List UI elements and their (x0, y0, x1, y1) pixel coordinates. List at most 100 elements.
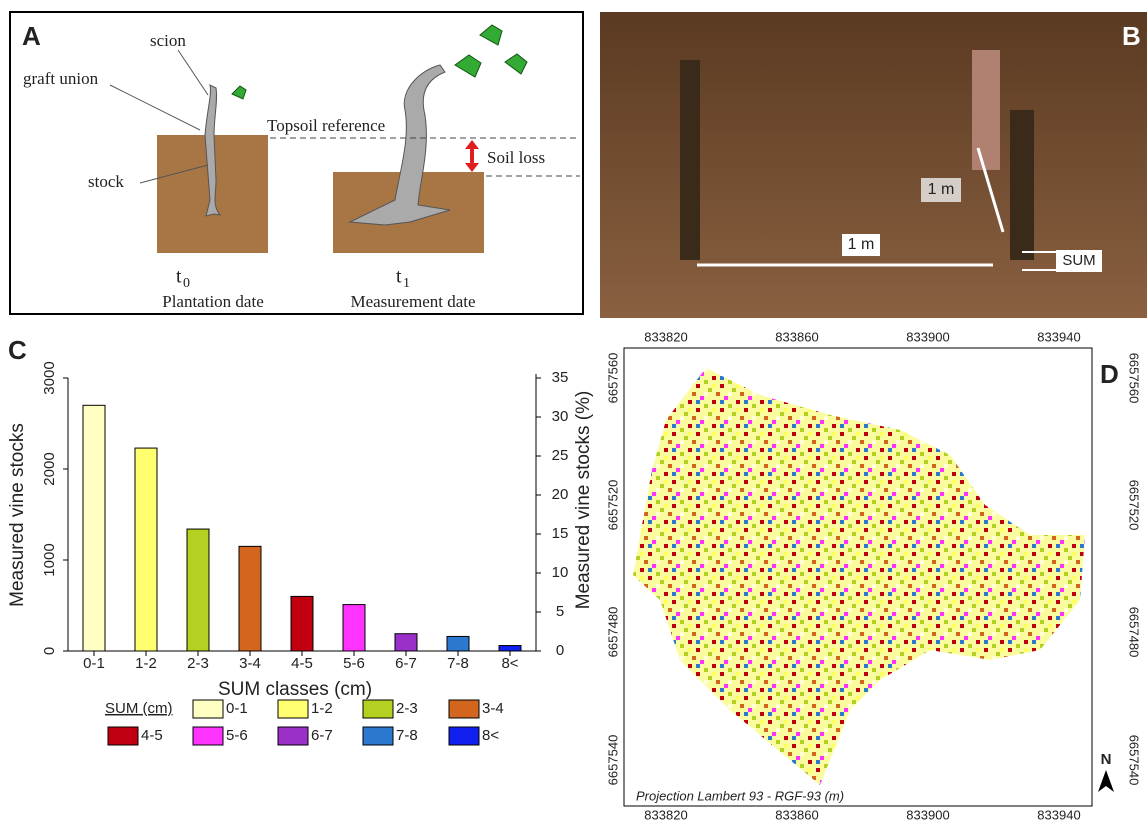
vineyard-map (633, 368, 1085, 785)
legend-label: 5-6 (226, 727, 248, 744)
legend-swatch (448, 699, 480, 719)
legend-swatch (192, 726, 224, 746)
y-axis-title: Measured vine stocks (7, 423, 28, 607)
bar (498, 645, 522, 652)
x-tick-label: 7-8 (447, 655, 469, 672)
scale-label: 1 m (848, 236, 875, 253)
map-x-tick-label: 833940 (1037, 807, 1080, 822)
x-tick-label: 0-1 (83, 655, 105, 672)
soil-loss-arrow (465, 140, 479, 172)
map-x-tick-label: 833860 (775, 807, 818, 822)
bar (446, 635, 470, 652)
legend-label: 0-1 (226, 700, 248, 717)
legend-swatch (362, 726, 394, 746)
label-box (921, 178, 961, 202)
map-y-tick-label: 6657560 (1127, 353, 1142, 404)
map-x-tick-label: 833940 (1037, 329, 1080, 344)
label-soil-loss: Soil loss (487, 148, 545, 167)
map-x-tick-label: 833860 (775, 329, 818, 344)
legend-label: 8< (482, 727, 499, 744)
legend-label: 4-5 (141, 727, 163, 744)
y2-tick-label: 30 (552, 408, 569, 425)
scale-label: 1 m (928, 181, 955, 198)
label-graft-union: graft union (23, 69, 99, 88)
time-caption: Measurement date (350, 292, 475, 311)
scale-line (976, 147, 1005, 233)
x-tick-label: 1-2 (135, 655, 157, 672)
panel-letter: A (22, 21, 41, 51)
legend-swatch (277, 699, 309, 719)
bar (290, 595, 314, 652)
y2-tick-label: 15 (552, 525, 569, 542)
leader (109, 84, 201, 131)
label-box (1056, 250, 1102, 272)
map-y-tick-label: 6657480 (605, 607, 620, 658)
bar (342, 604, 366, 652)
map-x-tick-label: 833820 (644, 329, 687, 344)
time-label: t (396, 266, 402, 288)
panel-frame (9, 11, 584, 315)
panel-letter: B (1122, 21, 1141, 51)
leaf (231, 85, 247, 100)
time-sub: 1 (403, 276, 410, 291)
legend-swatch (107, 726, 139, 746)
time-caption: Plantation date (162, 292, 264, 311)
map-x-tick-label: 833900 (906, 329, 949, 344)
vine-old (348, 64, 451, 226)
bar (238, 545, 262, 652)
map-y-tick-label: 6657480 (1127, 607, 1142, 658)
leaves (454, 24, 528, 78)
leader (139, 164, 209, 184)
legend-label: 3-4 (482, 700, 504, 717)
legend-swatch (362, 699, 394, 719)
post (972, 50, 1000, 170)
label-box (842, 234, 880, 256)
legend-swatch (448, 726, 480, 746)
legend-label: 7-8 (396, 727, 418, 744)
bar (394, 633, 418, 652)
map-y-tick-label: 6657540 (605, 735, 620, 786)
x-tick-label: 4-5 (291, 655, 313, 672)
label-scion: scion (150, 31, 186, 50)
y-tick-label: 1000 (41, 543, 58, 576)
north-arrow (1098, 770, 1114, 792)
y2-tick-label: 25 (552, 447, 569, 464)
y-tick-label: 3000 (41, 361, 58, 394)
legend-swatch (192, 699, 224, 719)
time-sub: 0 (183, 276, 190, 291)
projection-label: Projection Lambert 93 - RGF-93 (m) (636, 788, 844, 803)
panel-d: D Projection Lambert 93 - RGF-93 (m) N 8… (605, 329, 1141, 822)
map-x-tick-label: 833900 (906, 807, 949, 822)
legend-title: SUM (cm) (105, 700, 173, 717)
vine-young (204, 84, 222, 217)
x-axis-title: SUM classes (cm) (218, 679, 372, 700)
map-y-tick-label: 6657520 (605, 480, 620, 531)
legend-label: 1-2 (311, 700, 333, 717)
x-tick-label: 6-7 (395, 655, 417, 672)
panel-letter: D (1100, 359, 1119, 389)
y2-tick-label: 35 (552, 369, 569, 386)
map-x-tick-label: 833820 (644, 807, 687, 822)
vine-trunk (1010, 110, 1034, 260)
legend-swatch (277, 726, 309, 746)
x-tick-label: 8< (501, 655, 518, 672)
panel-b: B 1 m 1 m SUM (600, 12, 1147, 318)
x-tick-label: 5-6 (343, 655, 365, 672)
x-tick-label: 3-4 (239, 655, 261, 672)
label-topsoil: Topsoil reference (267, 116, 385, 135)
y2-axis-title: Measured vine stocks (%) (573, 391, 594, 610)
legend-label: 6-7 (311, 727, 333, 744)
panel-letter: C (8, 335, 27, 365)
y-tick-label: 0 (41, 647, 58, 655)
north-label: N (1101, 751, 1112, 768)
legend-label: 2-3 (396, 700, 418, 717)
vine-trunk (680, 60, 700, 260)
bar (134, 447, 158, 652)
y2-tick-label: 0 (556, 642, 564, 659)
panel-a: A scion graft union stock Topsoil refere… (9, 11, 584, 315)
bar (186, 528, 210, 652)
panel-c: C SUM classes (cm) Measured vine stocks … (7, 335, 594, 746)
leader (177, 49, 209, 96)
map-y-tick-label: 6657540 (1127, 735, 1142, 786)
